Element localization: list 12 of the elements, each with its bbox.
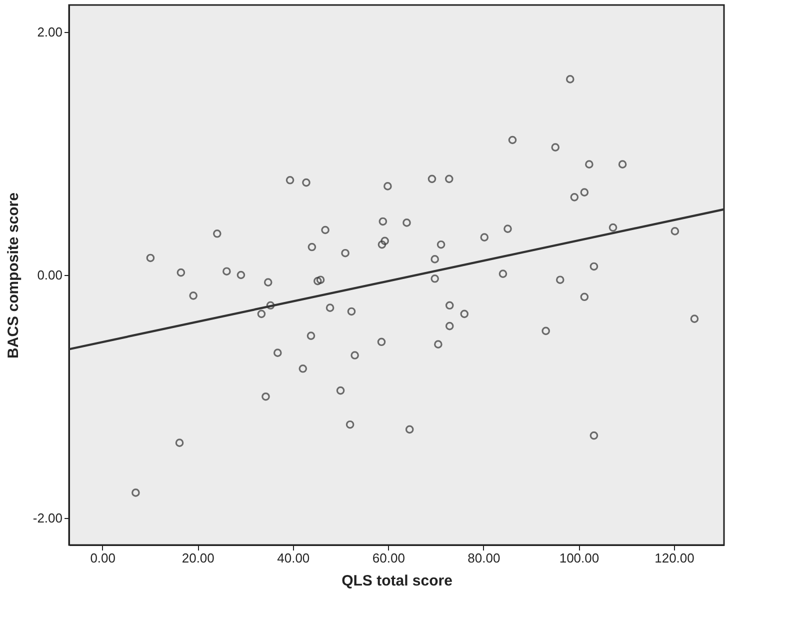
y-tick-label: -2.00 [32,510,62,526]
x-tick-label: 0.00 [90,550,116,566]
x-axis-title: QLS total score [342,572,452,590]
y-axis-title: BACS composite score [4,192,22,358]
y-tick-label: 2.00 [37,24,62,40]
x-tick-label: 120.00 [654,550,694,566]
x-tick-label: 80.00 [468,550,500,566]
x-tick-label: 60.00 [372,550,405,566]
x-tick-label: 40.00 [277,550,310,566]
x-tick-label: 20.00 [182,550,214,566]
x-tick-label: 100.00 [559,550,600,566]
y-tick-label: 0.00 [37,268,62,282]
